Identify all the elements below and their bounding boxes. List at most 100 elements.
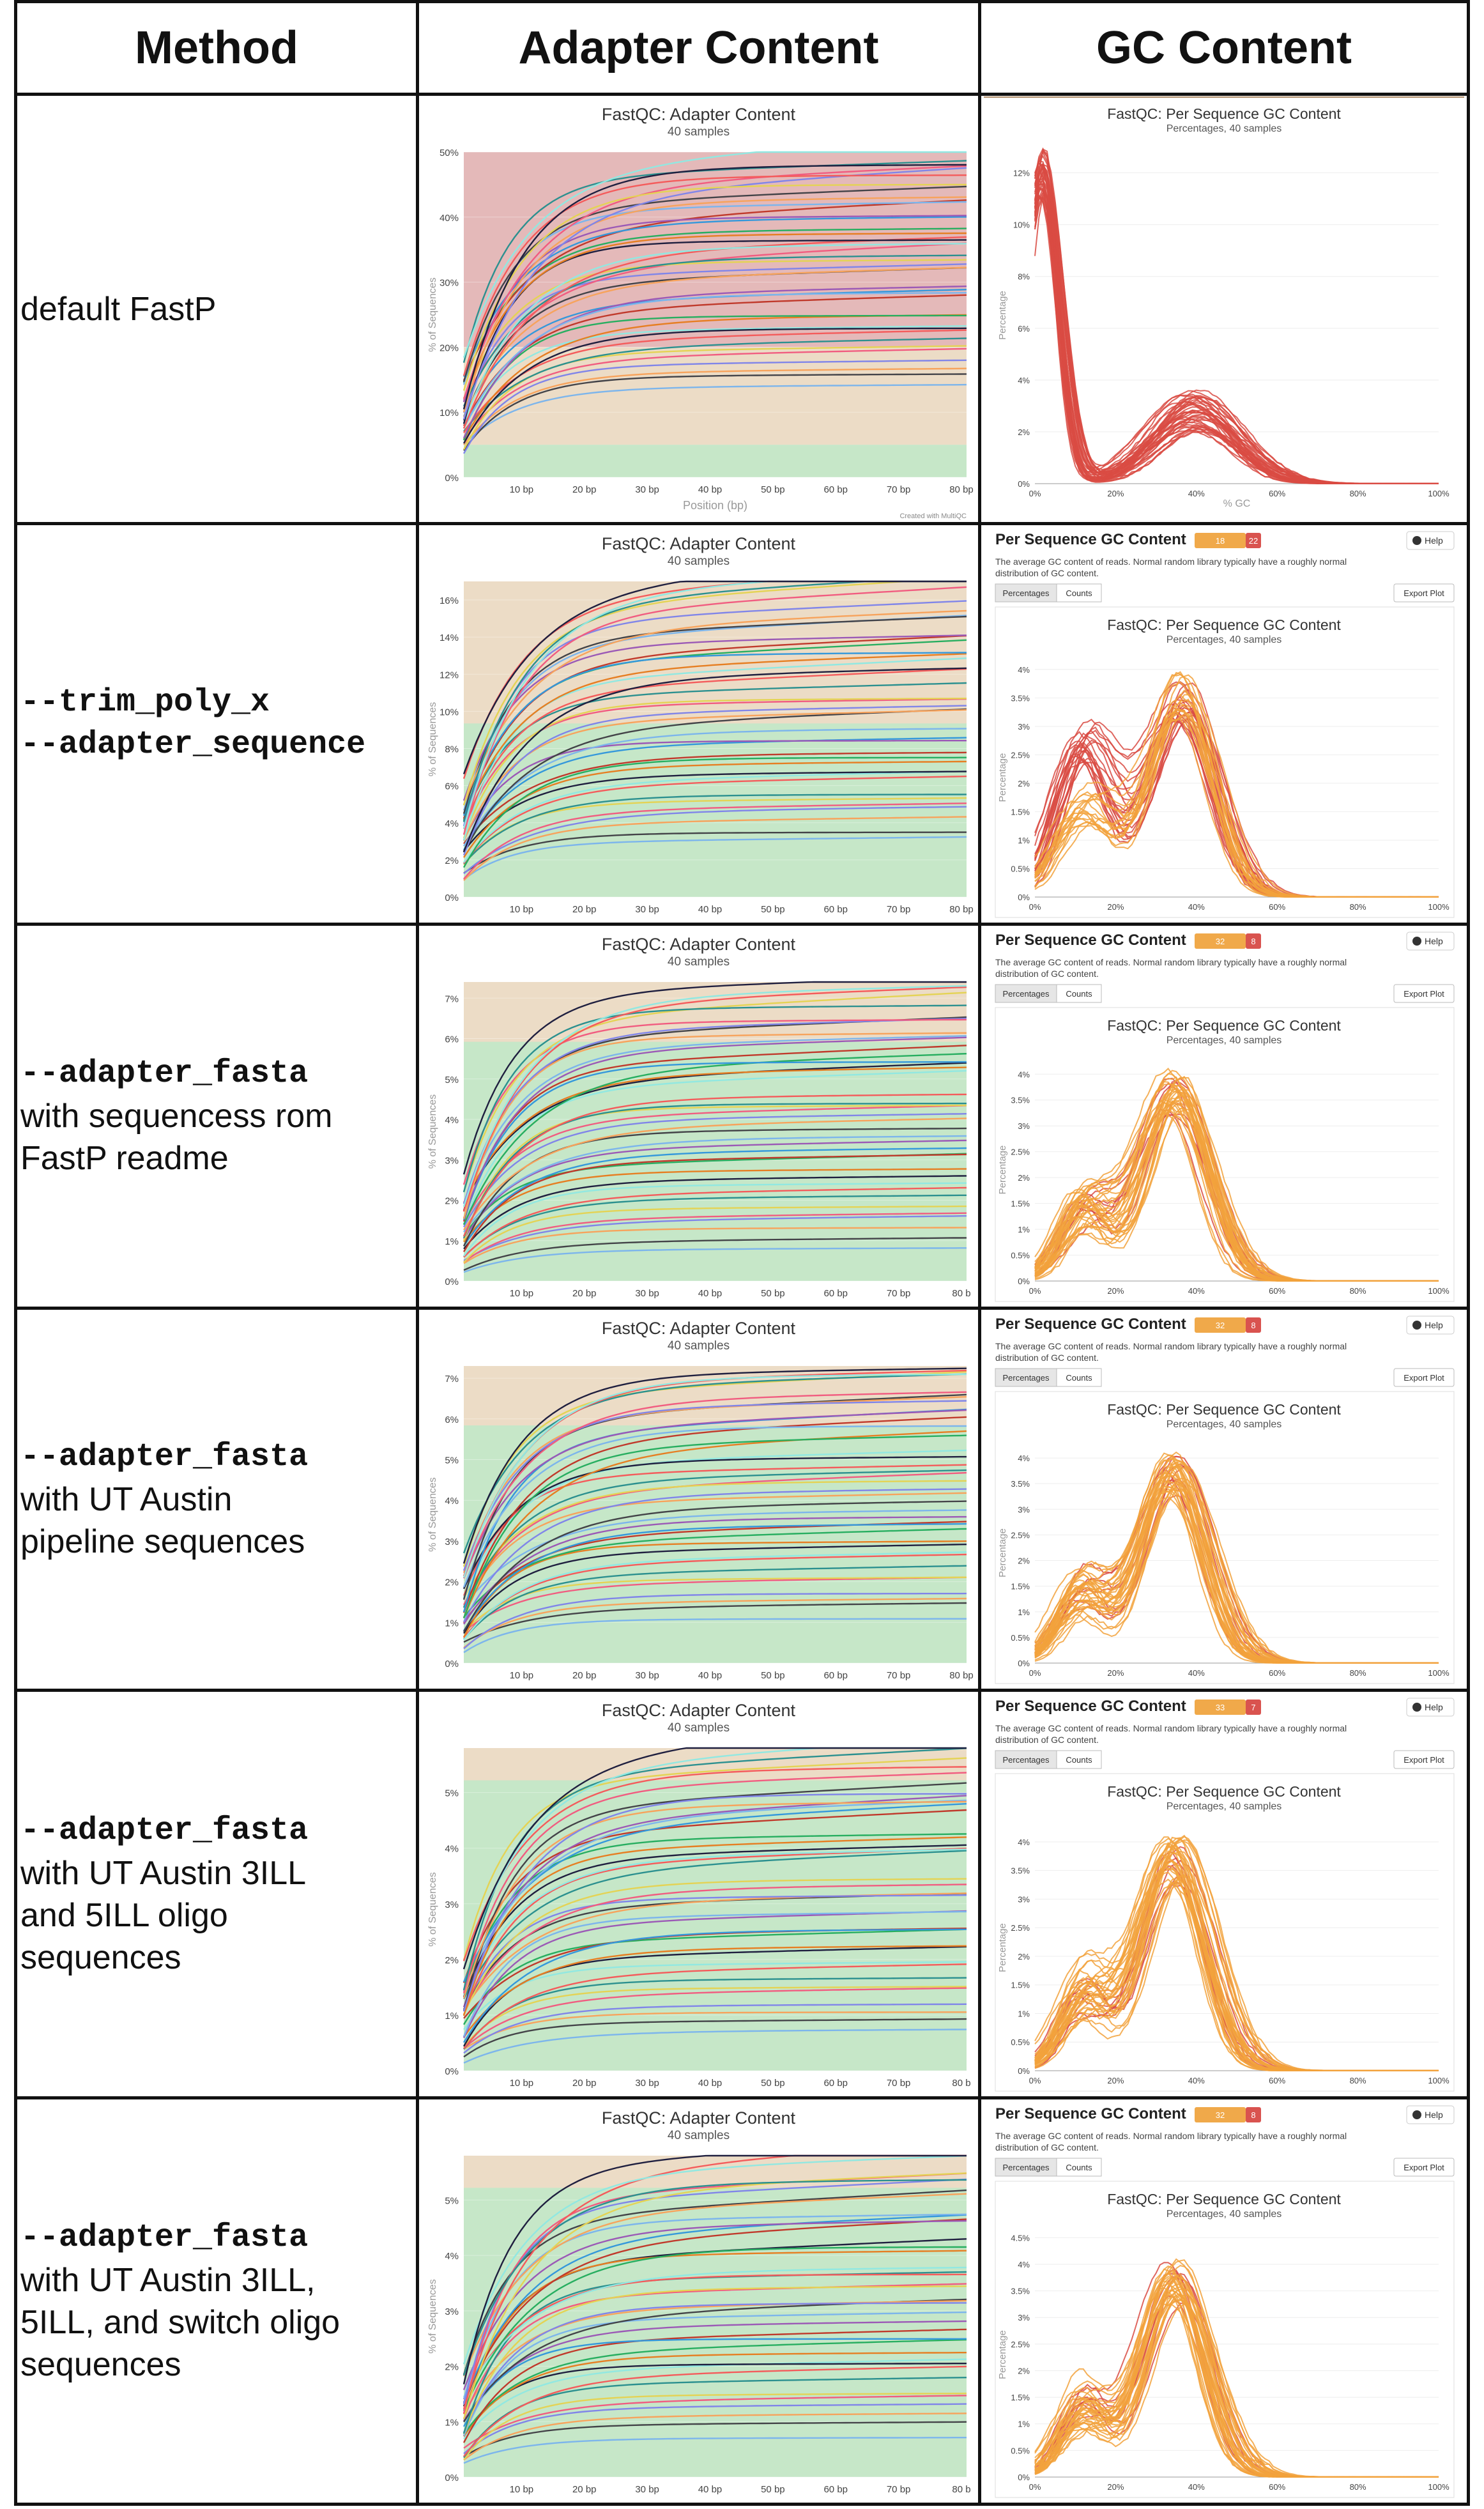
sample-curve [463, 1757, 967, 1961]
x-tick-label: 80% [1350, 2076, 1366, 2085]
sample-curve [463, 1523, 967, 1632]
sample-curve [463, 1135, 967, 1233]
sample-curve [1034, 186, 1439, 485]
sample-curve [463, 1139, 967, 1239]
x-tick-label: 20% [1107, 902, 1124, 912]
counts-toggle[interactable] [1056, 2158, 1102, 2177]
sample-curve [463, 1045, 967, 1222]
counts-toggle[interactable] [1056, 583, 1102, 602]
sample-curve [463, 1449, 967, 1599]
export-plot-button[interactable] [1393, 1750, 1455, 1769]
y-tick-label: 2% [1018, 779, 1030, 788]
help-button[interactable] [1406, 932, 1455, 951]
y-tick-label: 2% [1018, 427, 1030, 437]
export-plot-button[interactable] [1393, 2158, 1455, 2177]
percentages-toggle[interactable] [995, 1368, 1057, 1387]
sample-curve [463, 771, 967, 863]
sample-curve [463, 292, 967, 429]
help-button[interactable] [1406, 2105, 1455, 2124]
y-tick-label: 3% [1018, 1121, 1030, 1131]
sample-curve [463, 199, 967, 381]
plot-title: FastQC: Per Sequence GC Content [1107, 105, 1341, 122]
x-tick-label: 80 b [952, 2484, 970, 2495]
sample-curve [463, 2011, 967, 2050]
y-tick-label: 0% [445, 893, 459, 903]
y-tick-label: 5% [445, 1455, 459, 1466]
badge-warn-count: 32 [1216, 2110, 1225, 2120]
export-plot-button[interactable] [1393, 984, 1455, 1003]
y-tick-label: 2% [445, 2362, 459, 2373]
y-tick-label: 2% [445, 1955, 459, 1966]
sample-curve [463, 2365, 967, 2457]
percentages-toggle[interactable] [995, 2158, 1057, 2177]
export-plot-label: Export Plot [1404, 1755, 1444, 1765]
percentages-label: Percentages [1003, 1755, 1050, 1765]
badge-warn-count: 18 [1216, 536, 1225, 546]
percentages-toggle[interactable] [995, 1750, 1057, 1769]
x-tick-label: 10 bp [510, 1670, 534, 1681]
sample-curve [463, 797, 967, 866]
x-tick-label: 40% [1188, 1668, 1205, 1678]
sample-curve [463, 1987, 967, 2050]
x-tick-label: 100% [1428, 1286, 1450, 1296]
y-tick-label: 2.5% [1011, 1530, 1030, 1540]
counts-toggle[interactable] [1056, 1750, 1102, 1769]
method-line: default FastP [20, 290, 217, 328]
sample-curve [463, 1766, 967, 1961]
y-tick-label: 3% [445, 1537, 459, 1547]
plot-subtitle: 40 samples [668, 2129, 730, 2142]
plot-subtitle: 40 samples [668, 955, 730, 969]
sample-curve [463, 1113, 967, 1227]
x-tick-label: 50 bp [761, 2484, 785, 2495]
percentages-toggle[interactable] [995, 583, 1057, 602]
help-button[interactable] [1406, 1316, 1455, 1335]
x-tick-label: 0% [1029, 2482, 1041, 2492]
method-line: --adapter_fasta [20, 1438, 309, 1475]
x-tick-label: 40 bp [698, 484, 723, 495]
sample-curve [463, 2246, 967, 2411]
y-tick-label: 0% [1018, 1659, 1030, 1668]
counts-toggle[interactable] [1056, 984, 1102, 1003]
x-tick-label: 50 bp [761, 1288, 785, 1299]
x-tick-label: 100% [1428, 902, 1450, 912]
help-button[interactable] [1406, 531, 1455, 550]
y-tick-label: 3% [445, 2306, 459, 2317]
sample-curve [463, 2172, 967, 2420]
plot-title: FastQC: Per Sequence GC Content [1107, 1783, 1341, 1800]
sample-curve [1034, 2269, 1439, 2478]
x-tick-label: 100% [1428, 2482, 1450, 2492]
badge-fail-count: 8 [1251, 2110, 1255, 2120]
plot-subtitle: 40 samples [668, 555, 730, 568]
help-label: Help [1425, 2110, 1443, 2120]
y-tick-label: 6% [1018, 324, 1030, 334]
badge-warn [1195, 1317, 1246, 1333]
y-axis-label: % of Sequences [427, 1094, 438, 1169]
table-divider-row5 [14, 2096, 1470, 2099]
y-tick-label: 3.5% [1011, 2287, 1030, 2296]
y-tick-label: 0% [1018, 2473, 1030, 2482]
section-description-cont: distribution of GC content. [995, 1353, 1099, 1363]
sample-curve [463, 151, 967, 358]
sample-curve [463, 1373, 967, 1578]
x-tick-label: 80% [1350, 1668, 1366, 1678]
sample-curve [463, 1194, 967, 1257]
y-axis-label: Percentage [997, 1146, 1008, 1195]
export-plot-button[interactable] [1393, 1368, 1455, 1387]
gc-content-panel: Per Sequence GC Content 33 7 Help The averag… [984, 1692, 1464, 2096]
sample-curve [463, 232, 967, 403]
sample-curve [463, 1848, 967, 1995]
x-tick-label: 20% [1107, 2076, 1124, 2085]
sample-curve [463, 2189, 967, 2375]
sample-curve [463, 1480, 967, 1598]
adapter-plot-svg: FastQC: Adapter Content 40 samples 0% 2% 4% 6… [427, 534, 974, 915]
export-plot-button[interactable] [1393, 583, 1455, 602]
y-tick-label: 1% [1018, 1607, 1030, 1617]
counts-toggle[interactable] [1056, 1368, 1102, 1387]
sample-curve [463, 1153, 967, 1252]
y-tick-label: 0% [1018, 479, 1030, 489]
sample-curve [1034, 1096, 1439, 1282]
help-button[interactable] [1406, 1698, 1455, 1717]
adapter-content-plot: FastQC: Adapter Content 40 samples 0% 1% 2% 3… [422, 926, 975, 1307]
y-axis-label: Percentage [997, 1923, 1008, 1972]
